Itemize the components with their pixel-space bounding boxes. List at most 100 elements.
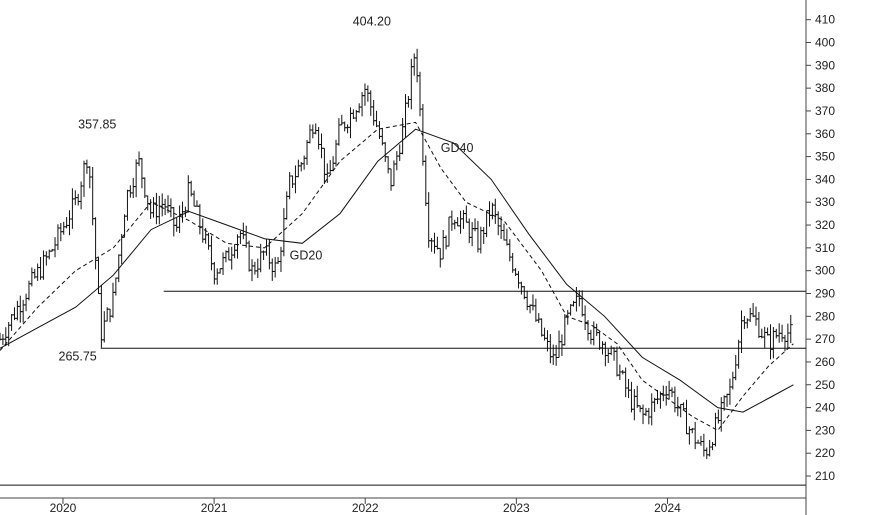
price-bar — [678, 403, 683, 418]
price-bar — [606, 348, 611, 363]
price-bar — [646, 407, 651, 425]
price-bar — [400, 117, 405, 155]
price-bar — [125, 189, 130, 221]
price-bar — [698, 435, 703, 446]
price-bar — [139, 157, 144, 189]
price-bar — [76, 193, 81, 206]
price-bar — [9, 314, 14, 331]
price-bar — [368, 90, 373, 116]
price-bar — [302, 155, 307, 170]
x-tick-label: 2020 — [50, 501, 77, 515]
price-bar — [108, 308, 113, 323]
price-bar — [247, 240, 252, 272]
price-bar — [441, 230, 446, 260]
price-bar — [154, 192, 159, 225]
y-tick-label: 260 — [815, 355, 835, 369]
price-bar — [455, 217, 460, 227]
price-bar — [403, 94, 408, 138]
price-bar — [423, 155, 428, 207]
price-bar — [664, 385, 669, 406]
price-bar — [270, 258, 275, 281]
price-bar — [307, 124, 312, 144]
price-bar — [250, 259, 255, 282]
y-tick-label: 250 — [815, 378, 835, 392]
y-tick-label: 330 — [815, 195, 835, 209]
price-bar — [473, 218, 478, 232]
price-bar — [484, 210, 489, 238]
y-tick-label: 320 — [815, 218, 835, 232]
price-bar — [322, 147, 327, 184]
price-bar — [684, 399, 689, 435]
price-bar — [278, 246, 283, 273]
price-bar — [316, 127, 321, 150]
y-tick-label: 220 — [815, 446, 835, 460]
price-bar — [357, 103, 362, 113]
price-bar — [157, 195, 162, 225]
price-bar — [452, 219, 457, 230]
price-bar — [788, 314, 793, 344]
price-bar — [626, 378, 631, 399]
price-bar — [496, 211, 501, 236]
price-bar — [238, 230, 243, 245]
price-bar — [429, 237, 434, 252]
x-tick-label: 2022 — [352, 501, 379, 515]
price-bar — [131, 177, 136, 199]
price-bar — [588, 329, 593, 345]
price-bar — [643, 407, 648, 417]
y-tick-label: 340 — [815, 172, 835, 186]
price-bar — [774, 328, 779, 339]
price-bar — [258, 243, 263, 273]
price-bar — [661, 385, 666, 402]
price-bar — [38, 256, 43, 280]
price-bar — [24, 293, 29, 312]
price-bar — [499, 216, 504, 240]
price-bar — [609, 345, 614, 356]
price-bar — [35, 263, 40, 281]
price-bar — [383, 141, 388, 163]
moving-average-gd20 — [0, 121, 794, 432]
price-bar — [536, 313, 541, 323]
price-bar — [290, 175, 295, 189]
price-bar — [493, 198, 498, 224]
price-bar — [15, 300, 20, 321]
price-bar — [426, 192, 431, 248]
price-bar — [113, 277, 118, 296]
price-bar — [284, 191, 289, 220]
y-tick-label: 240 — [815, 401, 835, 415]
price-bar — [568, 304, 573, 316]
price-bar — [652, 397, 657, 412]
price-bar — [725, 393, 730, 407]
price-bar — [134, 159, 139, 198]
price-bar — [197, 204, 202, 235]
price-bar — [539, 318, 544, 337]
price-bar — [177, 205, 182, 234]
price-bar — [232, 244, 237, 259]
price-bar — [70, 188, 75, 229]
price-bar — [435, 236, 440, 250]
price-bar — [785, 323, 790, 348]
price-bar — [762, 326, 767, 348]
price-bar — [507, 239, 512, 262]
price-bar — [446, 216, 451, 247]
y-tick-label: 270 — [815, 332, 835, 346]
y-tick-label: 360 — [815, 127, 835, 141]
price-bar — [374, 110, 379, 128]
price-bar — [638, 405, 643, 413]
price-bar — [221, 252, 226, 275]
price-bar — [394, 151, 399, 171]
annotation-label: GD40 — [441, 141, 474, 155]
price-bar — [336, 118, 341, 146]
price-bar — [632, 389, 637, 421]
price-bar — [21, 299, 26, 323]
y-tick-label: 380 — [815, 81, 835, 95]
price-bar — [571, 300, 576, 307]
price-bar — [128, 185, 133, 198]
price-bar — [142, 177, 147, 199]
annotation-label: 404.20 — [353, 14, 391, 28]
y-tick-label: 370 — [815, 104, 835, 118]
y-tick-label: 280 — [815, 309, 835, 323]
price-bar — [276, 257, 281, 264]
price-bar — [273, 256, 278, 278]
price-bar — [574, 286, 579, 312]
